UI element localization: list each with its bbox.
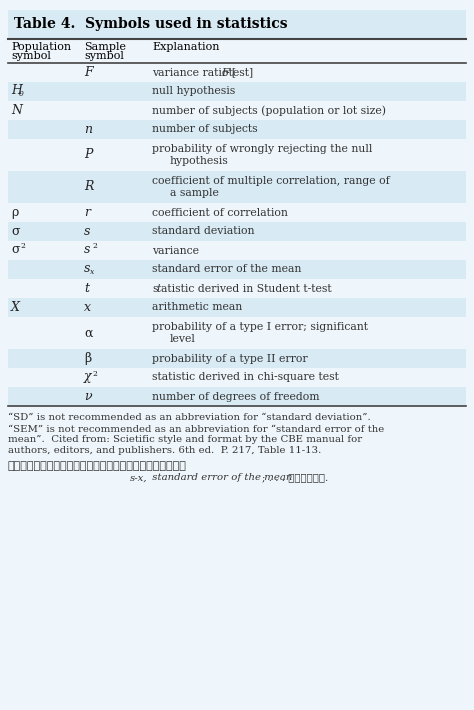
- Text: F: F: [222, 67, 229, 77]
- Text: s: s: [84, 262, 91, 275]
- Text: Table 4.  Symbols used in statistics: Table 4. Symbols used in statistics: [14, 17, 288, 31]
- Text: H: H: [11, 84, 22, 97]
- Text: variance: variance: [152, 246, 199, 256]
- Text: “SEM” is not recommended as an abbreviation for “standard error of the: “SEM” is not recommended as an abbreviat…: [8, 425, 384, 434]
- Text: number of subjects: number of subjects: [152, 124, 258, 134]
- Bar: [8, 120, 466, 139]
- Text: χ: χ: [84, 370, 91, 383]
- Text: symbol: symbol: [11, 51, 51, 61]
- Bar: [8, 10, 466, 38]
- Text: standard error of the mean: standard error of the mean: [149, 474, 292, 483]
- Text: arithmetic mean: arithmetic mean: [152, 302, 242, 312]
- Text: standard deviation: standard deviation: [152, 226, 255, 236]
- Text: s: s: [152, 283, 157, 293]
- Text: coefficient of correlation: coefficient of correlation: [152, 207, 288, 217]
- Text: 2: 2: [92, 243, 97, 251]
- Text: n: n: [84, 123, 92, 136]
- Text: R: R: [84, 180, 93, 194]
- Text: probability of a type II error: probability of a type II error: [152, 354, 308, 364]
- Bar: [8, 349, 466, 368]
- Text: X: X: [11, 301, 20, 314]
- Text: null hypothesis: null hypothesis: [152, 87, 235, 97]
- Text: t: t: [84, 282, 89, 295]
- Text: atistic derived in Student t-test: atistic derived in Student t-test: [161, 283, 331, 293]
- Bar: [8, 171, 466, 203]
- Text: β: β: [84, 352, 91, 365]
- Bar: [8, 298, 466, 317]
- Text: number of subjects (population or lot size): number of subjects (population or lot si…: [152, 105, 386, 116]
- Text: σ: σ: [11, 243, 19, 256]
- Text: s: s: [84, 225, 91, 238]
- Text: 使用記号のタイピングが困難な場合は代用コード欄を作り、: 使用記号のタイピングが困難な場合は代用コード欄を作り、: [8, 462, 187, 471]
- Text: x: x: [90, 268, 94, 276]
- Text: -test]: -test]: [226, 67, 254, 77]
- Text: F: F: [84, 66, 92, 79]
- Text: statistic derived in chi-square test: statistic derived in chi-square test: [152, 373, 339, 383]
- Bar: [8, 222, 466, 241]
- Text: t: t: [156, 283, 161, 293]
- Text: symbol: symbol: [84, 51, 124, 61]
- Text: α: α: [84, 327, 92, 339]
- Text: r: r: [84, 206, 90, 219]
- Text: s-x,: s-x,: [130, 474, 147, 483]
- Text: ρ: ρ: [11, 206, 18, 219]
- Text: 2: 2: [92, 369, 97, 378]
- Bar: [8, 387, 466, 406]
- Text: mean”.  Cited from: Scietific style and format by the CBE manual for: mean”. Cited from: Scietific style and f…: [8, 435, 362, 444]
- Text: Population: Population: [11, 42, 71, 52]
- Text: level: level: [170, 334, 196, 344]
- Text: x: x: [84, 301, 91, 314]
- Text: ; . . . などまとめる.: ; . . . などまとめる.: [262, 474, 328, 483]
- Text: hypothesis: hypothesis: [170, 156, 229, 166]
- Text: σ: σ: [11, 225, 19, 238]
- Text: ν: ν: [84, 390, 91, 403]
- Text: 2: 2: [20, 243, 25, 251]
- Text: probability of a type I error; significant: probability of a type I error; significa…: [152, 322, 368, 332]
- Text: number of degrees of freedom: number of degrees of freedom: [152, 391, 319, 401]
- Text: a sample: a sample: [170, 188, 219, 198]
- Text: “SD” is not recommended as an abbreviation for “standard deviation”.: “SD” is not recommended as an abbreviati…: [8, 413, 371, 422]
- Text: 0: 0: [19, 90, 24, 99]
- Bar: [8, 82, 466, 101]
- Text: N: N: [11, 104, 22, 117]
- Text: standard error of the mean: standard error of the mean: [152, 265, 301, 275]
- Text: coefficient of multiple correlation, range of: coefficient of multiple correlation, ran…: [152, 176, 390, 186]
- Bar: [8, 260, 466, 279]
- Text: Sample: Sample: [84, 42, 126, 52]
- Text: Explanation: Explanation: [152, 42, 219, 52]
- Text: variance ratio [: variance ratio [: [152, 67, 236, 77]
- Text: probability of wrongly rejecting the null: probability of wrongly rejecting the nul…: [152, 144, 373, 154]
- Text: P: P: [84, 148, 92, 161]
- Text: s: s: [84, 243, 91, 256]
- Text: authors, editors, and publishers. 6th ed.  P. 217, Table 11-13.: authors, editors, and publishers. 6th ed…: [8, 446, 321, 455]
